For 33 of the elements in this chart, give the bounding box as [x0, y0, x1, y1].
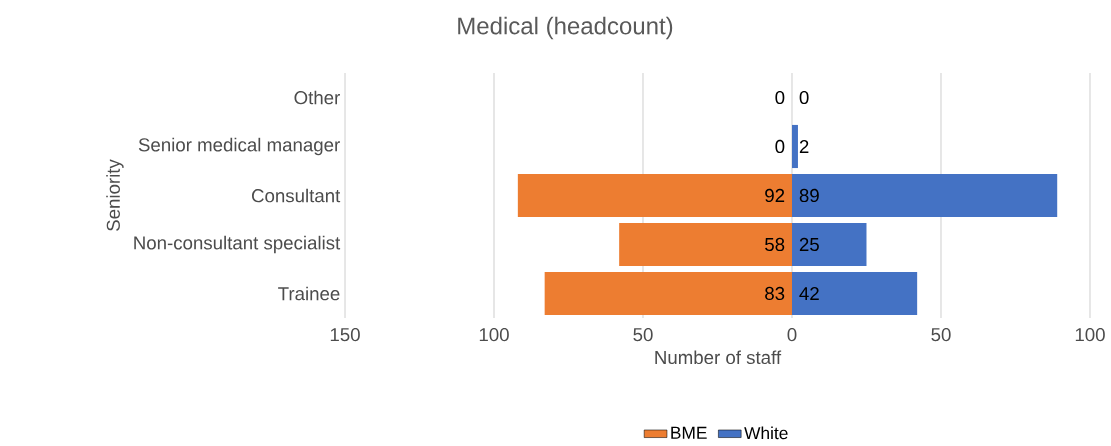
data-label: 2: [799, 139, 809, 153]
y-axis-title: Seniority: [106, 159, 124, 231]
y-tick-label: Consultant: [252, 188, 341, 203]
chart-title: Medical (headcount): [458, 16, 673, 39]
data-label: 83: [765, 286, 785, 300]
data-label: 0: [775, 139, 785, 153]
x-tick-label: 50: [633, 327, 653, 342]
y-tick-label: Senior medical manager: [138, 137, 340, 155]
data-label: 89: [799, 188, 819, 202]
bar: [792, 173, 1058, 217]
y-tick-label: Trainee: [278, 286, 340, 301]
data-label: 42: [799, 286, 819, 300]
data-label: 58: [765, 237, 785, 251]
legend-label: White: [744, 426, 788, 440]
y-tick-label: Other: [294, 90, 340, 105]
y-tick-label: Non-consultant specialist: [134, 235, 341, 253]
legend-label: BME: [671, 426, 707, 439]
x-tick-label: 0: [787, 327, 797, 342]
data-label: 0: [775, 90, 785, 104]
bar: [792, 124, 798, 168]
bar: [792, 271, 918, 315]
x-tick-label: 50: [931, 327, 951, 342]
data-label: 0: [799, 90, 809, 104]
bar: [619, 222, 792, 266]
bar: [517, 173, 792, 217]
bar: [792, 222, 867, 266]
bar: [544, 271, 792, 315]
x-tick-label: 150: [330, 327, 360, 342]
data-label: 92: [765, 188, 785, 202]
x-axis-title: Number of staff: [655, 350, 782, 364]
data-label: 25: [799, 237, 819, 251]
x-tick-label: 100: [479, 327, 509, 342]
x-tick-label: 100: [1075, 327, 1105, 342]
